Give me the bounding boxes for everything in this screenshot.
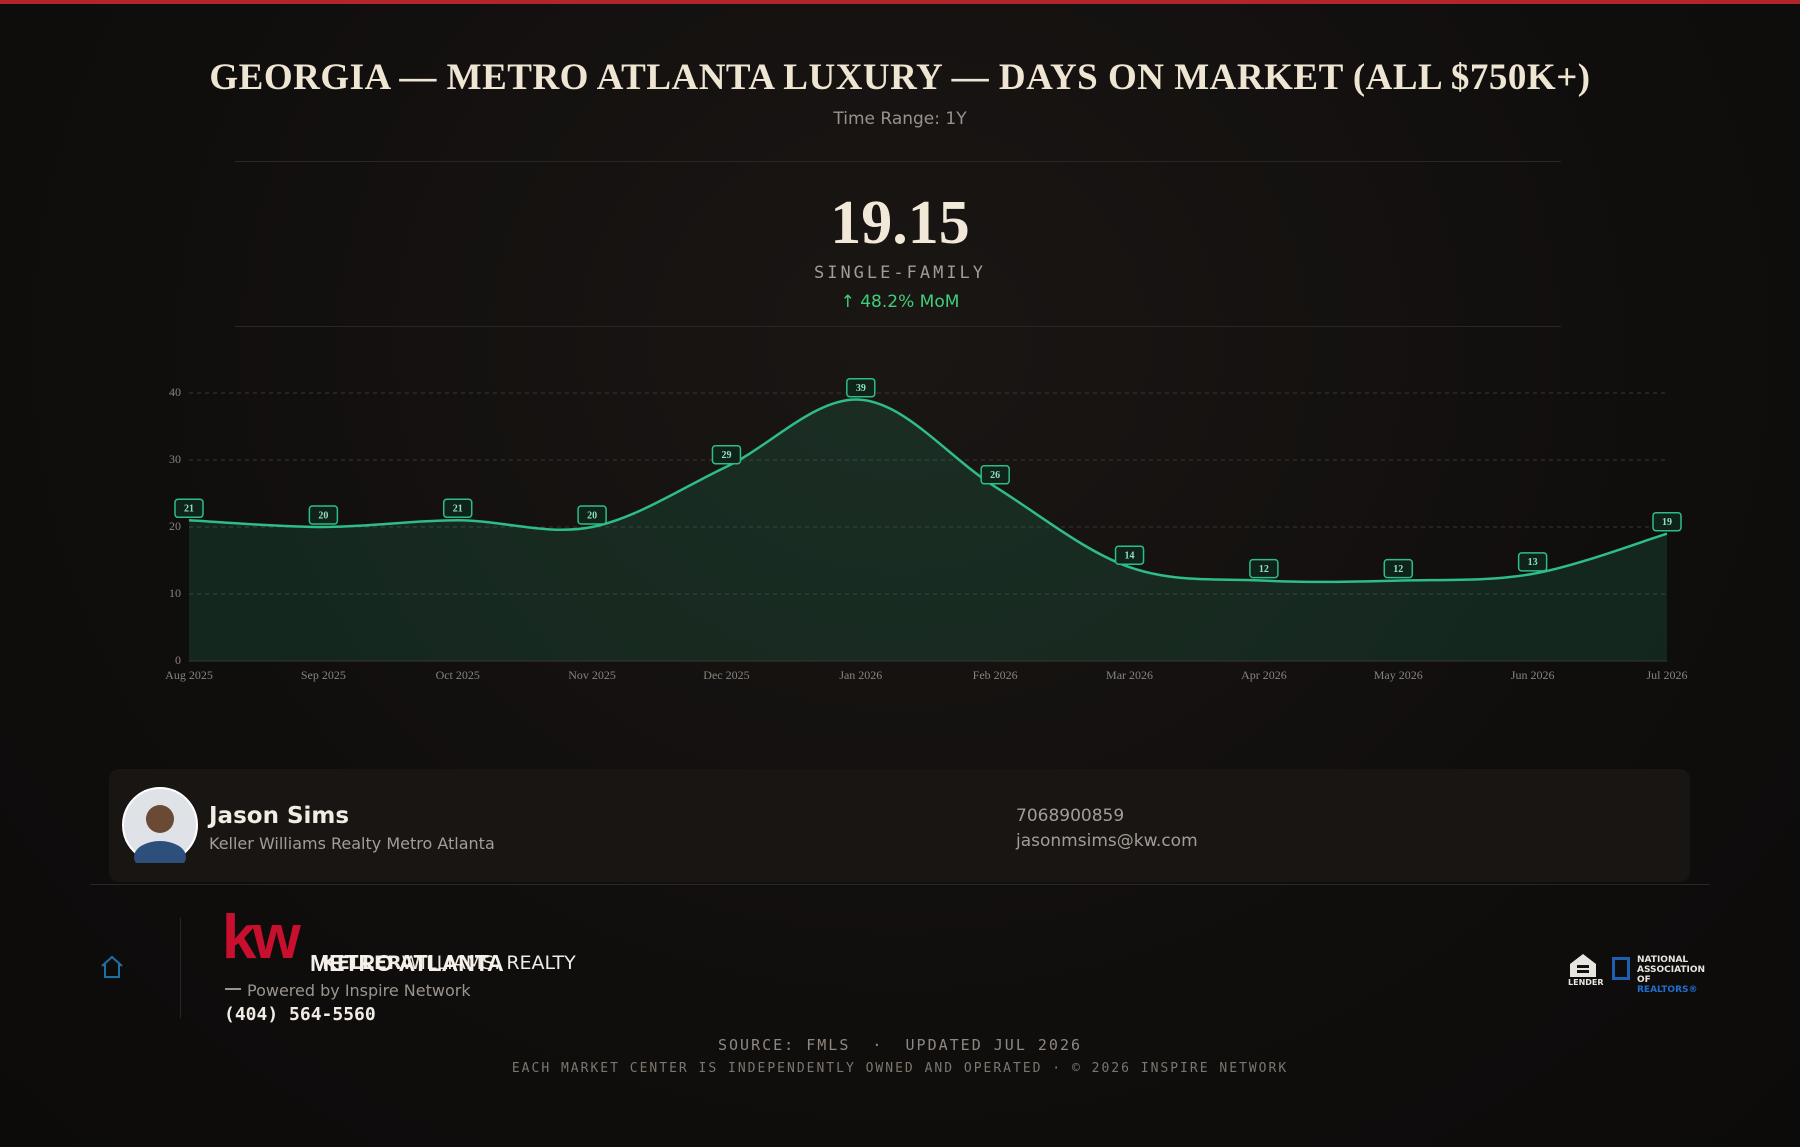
realtor-mark (1612, 957, 1630, 980)
value-label: 29 (721, 450, 731, 461)
value-label: 21 (453, 504, 463, 515)
nar-realtors: REALTORS® (1637, 985, 1698, 995)
y-tick-label: 40 (169, 385, 181, 399)
value-label-box (174, 498, 204, 519)
equal-housing-text: LENDER (1568, 978, 1604, 987)
value-label: 20 (318, 510, 328, 521)
nar-name: NATIONAL ASSOCIATION OF (1637, 955, 1706, 985)
value-label: 12 (1393, 564, 1403, 575)
title: GEORGIA — METRO ATLANTA LUXURY — DAYS ON… (209, 57, 1591, 98)
x-tick-label: Mar 2026 (1106, 668, 1153, 682)
x-tick-label: Jan 2026 (839, 668, 882, 682)
value-label: 39 (856, 383, 866, 394)
value-label-box (308, 505, 339, 525)
powered-icon (225, 988, 241, 990)
x-tick-label: Nov 2025 (568, 668, 616, 682)
x-tick-label: Aug 2025 (165, 668, 213, 682)
x-tick-label: Feb 2026 (973, 668, 1018, 682)
agent-company: Keller Williams Realty Metro Atlanta (209, 834, 495, 853)
divider (235, 326, 1561, 327)
value-label: 13 (1528, 557, 1538, 568)
top-bar (0, 0, 1800, 4)
footer-separator (180, 918, 181, 1018)
x-tick-label: Apr 2026 (1241, 668, 1287, 682)
agent-name: Jason Sims (209, 803, 350, 829)
value-label-box (1249, 558, 1279, 579)
value-label-box (1652, 511, 1682, 532)
value-label: 12 (1259, 564, 1269, 575)
value-label-box (577, 505, 607, 525)
y-tick-label: 20 (169, 519, 181, 533)
x-tick-label: Sep 2025 (301, 668, 346, 682)
value-label-box (846, 377, 876, 398)
y-tick-label: 10 (169, 586, 181, 600)
x-tick-label: Jul 2026 (1646, 668, 1687, 682)
powered-by: Powered by Inspire Network (247, 981, 471, 1000)
value-label: 21 (184, 504, 194, 515)
kw-logo: kw (222, 903, 301, 972)
value-label-box (1383, 558, 1414, 579)
source: SOURCE: FMLS · UPDATED JUL 2026 (717, 1036, 1082, 1054)
line (188, 398, 1668, 584)
brand-metro: METRO ATLANTA (310, 950, 504, 976)
value-label-box (442, 498, 473, 519)
headline-label: SINGLE-FAMILY (813, 263, 987, 283)
brand-williams: WILLIAMS. REALTY (401, 952, 576, 974)
value-label-box (1114, 545, 1145, 565)
x-tick-label: Dec 2025 (703, 668, 749, 682)
home-icon (101, 955, 123, 978)
x-tick-label: May 2026 (1374, 668, 1423, 682)
realtor-text: NATIONAL ASSOCIATION OF REALTORS® (1637, 955, 1713, 995)
subtitle: Time Range: 1Y (833, 109, 967, 129)
chart: 0 10 20 30 40 Aug 2025 Sep 2025 Oct 2025 Nov 202… (165, 377, 1688, 682)
y-tick-label: 30 (169, 452, 181, 466)
equal-housing-icon (1570, 954, 1596, 977)
agent-phone: 7068900859 (1016, 806, 1125, 826)
divider (90, 884, 1710, 885)
value-label: 14 (1125, 550, 1135, 561)
value-label-box (711, 444, 742, 465)
brand-line: KELLERWILLIAMS. REALTY (310, 930, 576, 974)
x-tick-label: Oct 2025 (436, 668, 480, 682)
agent-email: jasonmsims@kw.com (1016, 831, 1198, 851)
headline-value: 19.15 (830, 189, 970, 257)
footer-phone: (404) 564-5560 (224, 1004, 376, 1025)
value-label-box (1517, 552, 1548, 572)
area-fill (189, 399, 1667, 661)
y-tick-label: 0 (175, 653, 181, 667)
agent-avatar (122, 787, 198, 863)
agent-card: Jason Sims Keller Williams Realty Metro … (109, 769, 1690, 882)
brand-keller: KELLER (322, 952, 402, 974)
divider (235, 161, 1561, 162)
x-tick-label: Jun 2026 (1511, 668, 1555, 682)
value-label: 26 (990, 470, 1000, 481)
headline-change: ↑ 48.2% MoM (840, 292, 960, 312)
disclaimer: EACH MARKET CENTER IS INDEPENDENTLY OWNE… (511, 1061, 1289, 1076)
value-label: 19 (1662, 517, 1672, 528)
value-label-box (980, 465, 1010, 485)
value-label: 20 (587, 510, 597, 521)
